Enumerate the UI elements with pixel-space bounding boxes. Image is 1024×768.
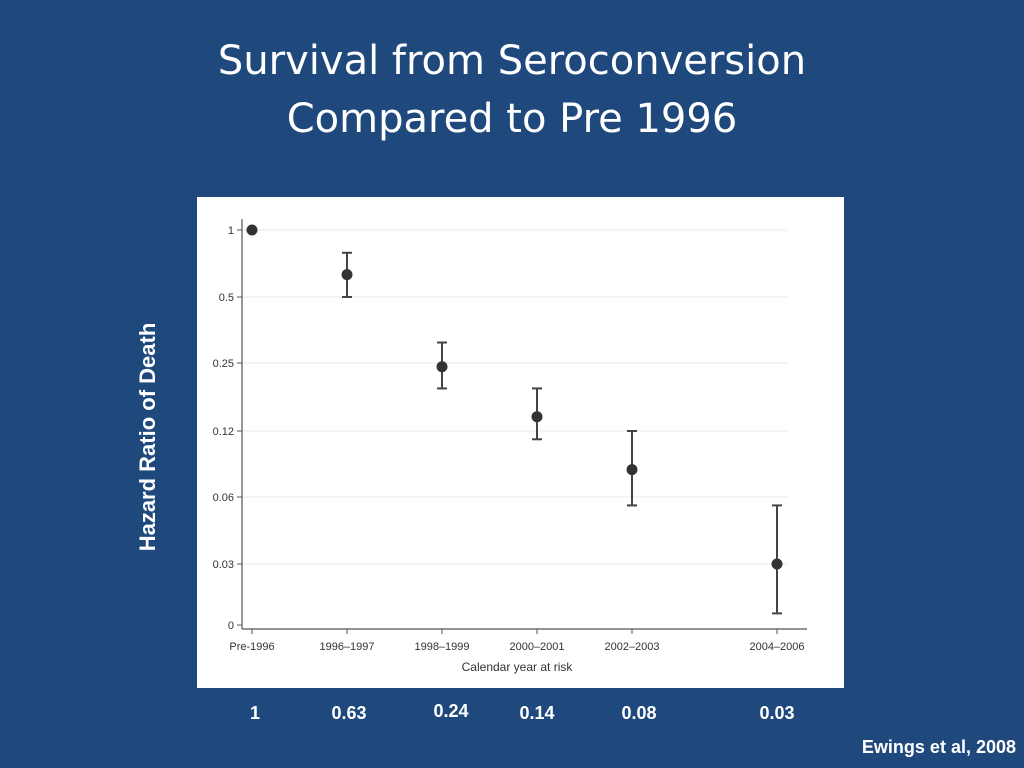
x-tick-label: 2002–2003 bbox=[604, 641, 659, 653]
hazard-ratio-value-label: 0.63 bbox=[331, 703, 367, 723]
y-tick-label: 0.06 bbox=[213, 492, 234, 504]
x-tick-label: 2000–2001 bbox=[509, 641, 564, 653]
hazard-ratio-value-label: 1 bbox=[249, 703, 261, 723]
x-tick-label: 1996–1997 bbox=[319, 641, 374, 653]
y-axis-title: Hazard Ratio of Death bbox=[135, 322, 160, 552]
data-point bbox=[246, 224, 258, 236]
hazard-ratio-value-label: 0.14 bbox=[519, 703, 555, 723]
data-point bbox=[531, 411, 543, 423]
hazard-ratio-value-label: 0.03 bbox=[759, 703, 795, 723]
slide-title: Survival from Seroconversion Compared to… bbox=[0, 32, 1024, 148]
hazard-ratio-value-label: 0.08 bbox=[621, 703, 657, 723]
y-tick-label: 0.03 bbox=[213, 559, 234, 571]
x-axis-title: Calendar year at risk bbox=[462, 660, 574, 674]
data-point bbox=[771, 558, 783, 570]
hazard-ratio-value-label: 0.24 bbox=[433, 701, 469, 721]
title-line-1: Survival from Seroconversion bbox=[217, 38, 807, 84]
y-tick-label: 0.12 bbox=[213, 426, 234, 438]
data-point bbox=[626, 464, 638, 476]
hazard-ratio-chart: 1 0.5 0.25 0.12 0.06 0.03 0 Pre-1996 1996–1997 19… bbox=[213, 219, 807, 674]
y-tick-label: 0.25 bbox=[213, 358, 234, 370]
y-tick-label: 0 bbox=[228, 620, 234, 632]
y-tick-label: 0.5 bbox=[219, 292, 234, 304]
data-point bbox=[436, 361, 448, 373]
title-line-2: Compared to Pre 1996 bbox=[286, 96, 738, 142]
x-tick-label: Pre-1996 bbox=[229, 641, 274, 653]
x-tick-label: 1998–1999 bbox=[414, 641, 469, 653]
data-point bbox=[341, 269, 353, 281]
y-tick-label: 1 bbox=[228, 225, 234, 237]
chart-panel: 1 0.5 0.25 0.12 0.06 0.03 0 Pre-1996 1996–1997 19… bbox=[197, 197, 844, 688]
citation: Ewings et al, 2008 bbox=[861, 737, 1016, 757]
x-tick-label: 2004–2006 bbox=[749, 641, 804, 653]
